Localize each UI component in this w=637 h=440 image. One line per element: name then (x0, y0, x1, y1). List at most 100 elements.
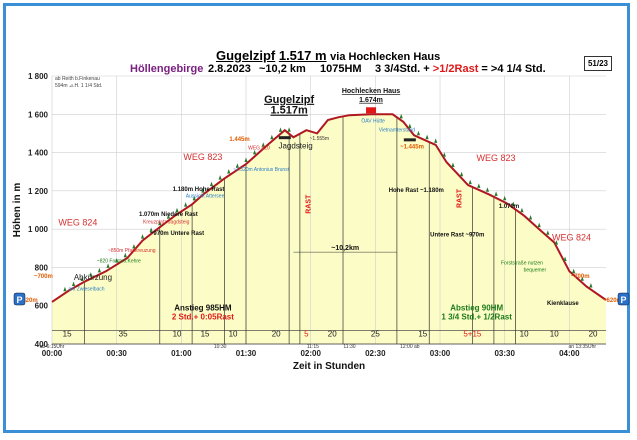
annotation-label: WEG 823 (183, 152, 222, 162)
tree-marker (554, 240, 559, 245)
annotation-label: Aussicht Attersee (186, 194, 225, 200)
gugelzipf-marker (278, 136, 291, 140)
annotation-label: WEG 824 (58, 217, 97, 227)
annotation-label: ~850m Pfadkreuzung (108, 248, 156, 254)
segment-time-label: 20 (272, 330, 281, 339)
annotation-label: ~620m (603, 298, 622, 304)
tree-marker (71, 281, 76, 286)
annotation-label: bequemer (524, 267, 547, 273)
annotation-label: 1.070m (499, 204, 519, 210)
tree-marker (261, 142, 265, 147)
profile-area (52, 114, 606, 344)
y-tick-label: 1 600 (28, 110, 49, 119)
segment-time-label: 5 (304, 330, 309, 339)
annotation-label: 1.674m (359, 97, 383, 104)
tree-marker (477, 183, 481, 188)
descent-box-line1: Abstieg 90HM (450, 304, 503, 313)
annotation-label: WEG 823 (477, 153, 516, 163)
y-tick-label: 400 (35, 340, 49, 349)
segment-time-label: 15 (418, 330, 427, 339)
y-tick-label: 1 000 (28, 225, 49, 234)
distance-label: ~10,2km (331, 245, 359, 252)
tree-marker (184, 202, 188, 207)
tree-marker (287, 127, 291, 132)
annotation-label: Gugelzipf (264, 94, 314, 106)
annotation-label: ~620m (19, 298, 38, 304)
profile-chart: 400 600 800 1 000 1 200 1 400 1 600 1 800 00:00 0… (12, 72, 630, 372)
tree-marker (494, 191, 498, 196)
annotation-label: WEG 820 (248, 146, 270, 152)
segment-time-label: 20 (328, 330, 337, 339)
time-mark-label: 12:00 ab (400, 344, 420, 350)
y-tick-label: 1 200 (28, 187, 49, 196)
tree-marker (511, 201, 515, 206)
descent-box-line2: 1 3/4 Std.+ 1/2Rast (441, 312, 512, 321)
tree-marker (442, 152, 446, 157)
time-summary-a: 3 3/4Std. + (375, 63, 430, 75)
annotation-label: Forststraße nutzen (501, 261, 543, 267)
tree-marker (209, 181, 214, 187)
annotation-label: ~970m Untere Rast (150, 231, 204, 237)
segment-time-label: 10 (229, 330, 238, 339)
time-summary-rast: >1/2Rast (432, 63, 479, 75)
time-mark-label: 11:30 (343, 344, 355, 350)
annotation-label: Kreuzplatz Jagdsteig (143, 219, 190, 225)
chart-title: Gugelzipf 1.517 m via Hochlecken Haus (216, 48, 440, 63)
annotation-label: am Zwieselbach (68, 286, 104, 292)
x-tick-label: 04:00 (559, 349, 580, 358)
tree-marker (416, 130, 421, 136)
annotation-label: ~820 Forststr.Kehre (97, 259, 141, 265)
page-badge: 51/23 (584, 56, 612, 71)
tree-marker (528, 214, 533, 220)
x-tick-label: 03:30 (494, 349, 515, 358)
tree-marker (537, 222, 541, 228)
hut-marker (366, 107, 377, 114)
time-mark-label: ab 6:15Uhr (40, 344, 65, 350)
tree-marker (106, 263, 110, 268)
annotation-label: ÖAV Hütte (361, 117, 385, 124)
time-summary-b: = >4 1/4 Std. (481, 63, 546, 75)
x-tick-label: 03:00 (430, 349, 451, 358)
annotation-label: Jagdsteig (278, 142, 312, 151)
tree-marker (175, 207, 179, 213)
tree-marker (589, 283, 593, 288)
time-summary: 3 3/4Std. + >1/2Rast = >4 1/4 Std. (375, 63, 546, 75)
profile-line (51, 113, 607, 303)
tree-marker (192, 195, 196, 201)
x-axis-title: Zeit in Stunden (293, 361, 365, 372)
annotation-label: Kienklause (547, 301, 579, 307)
tree-marker (408, 123, 412, 128)
date-label: 2.8.2023 (208, 63, 251, 75)
tree-marker (425, 134, 429, 140)
tree-marker (218, 175, 222, 180)
annotation-label: 1.445m (229, 137, 249, 143)
tree-marker (166, 214, 171, 219)
tree-marker (253, 149, 257, 155)
tree-marker (270, 134, 274, 140)
tree-marker (503, 195, 507, 201)
tree-marker (278, 127, 283, 132)
segment-time-label: 20 (589, 330, 598, 339)
tree-marker (80, 276, 84, 282)
tree-marker (115, 258, 119, 263)
tree-marker (97, 267, 102, 273)
y-tick-label: 800 (35, 263, 49, 272)
annotation-label: ~1.555m (309, 136, 329, 142)
y-axis-title: Höhen in m (12, 183, 23, 238)
start-note-line2: 594m ⊿.H. 1 1/4 Std. (55, 83, 103, 89)
tree-marker (580, 276, 584, 281)
tree-marker (520, 207, 524, 213)
annotation-label: 1.070m Niedere Rast (139, 212, 198, 218)
tree-marker (227, 169, 231, 174)
tree-marker (235, 163, 239, 168)
annotation-label: Abkürzung (74, 273, 112, 282)
tree-marker (201, 188, 205, 193)
annotation-label: ~700m (34, 274, 53, 280)
ascent-label: 1075HM (320, 63, 362, 75)
annotation-label: Hohe Rast ~1.180m (389, 188, 444, 194)
segment-time-label: 10 (173, 330, 182, 339)
tree-marker (434, 138, 438, 143)
annotation-label: 1.180m Hohe Rast (173, 187, 225, 193)
segment-time-label: 25 (371, 330, 380, 339)
segment-time-label: 15 (63, 330, 72, 339)
